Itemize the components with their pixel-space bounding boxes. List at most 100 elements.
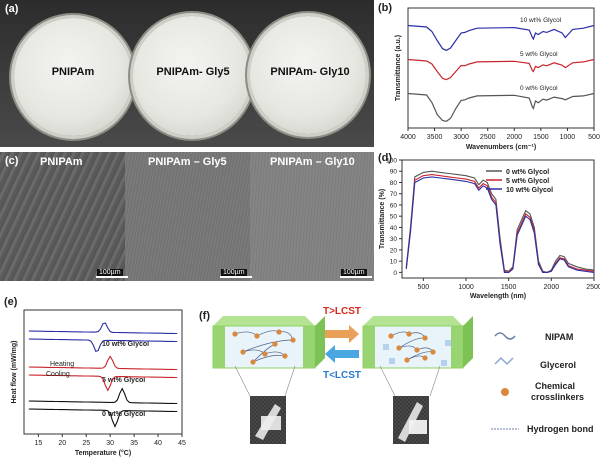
dsc-xtick-label: 45 — [178, 440, 186, 447]
trans-legend-label: 5 wt% Glycol — [506, 178, 549, 185]
crosslinker-dot — [276, 329, 282, 335]
dsc-series-line — [28, 408, 178, 428]
trans-frame — [401, 159, 595, 279]
dsc-series-label: 10 wt% Glycol — [102, 341, 149, 348]
crosslinker-dot — [262, 351, 268, 357]
ftir-xtick-label: 2000 — [506, 134, 522, 141]
legend-text-crosslinker: Chemical crosslinkers — [531, 381, 584, 402]
dsc-xtick-label: 40 — [154, 440, 162, 447]
crosslinker-dot — [422, 355, 428, 361]
crosslinker-dot — [404, 357, 410, 363]
petri-dish-gly5 — [133, 16, 251, 136]
label-t-lt-lcst: T<LCST — [323, 370, 361, 381]
ftir-series-line — [407, 92, 595, 123]
arrow-cool — [325, 345, 359, 363]
ftir-xtick-label: 1500 — [533, 134, 549, 141]
dsc-series-line — [28, 387, 178, 405]
panel-label-c: (c) — [5, 155, 19, 167]
trans-xtick-label: 1000 — [458, 284, 474, 291]
gel-block-right — [362, 316, 473, 369]
panel-label-d: (d) — [378, 152, 393, 164]
dish-label-gly5: PNIPAm- Gly5 — [156, 66, 230, 78]
dsc-chart: 15 20 25 30 35 40 45 Temperature (°C) Heat flow … — [11, 309, 186, 457]
dsc-series-line — [28, 355, 178, 371]
panel-c-sem: PNIPAm PNIPAm – Gly5 PNIPAm – Gly10 100µ… — [0, 152, 374, 281]
crosslinker-dot — [396, 345, 402, 351]
trans-ylabel: Transmittance (%) — [379, 189, 386, 249]
trans-ytick-label: 30 — [390, 236, 398, 243]
trans-ytick-label: 100 — [386, 158, 397, 165]
trans-ytick-label: 0 — [393, 270, 397, 277]
legend-text-glycerol: Glycerol — [540, 360, 576, 370]
dsc-ylabel: Heat flow (mW/mg) — [11, 341, 18, 404]
ftir-xtick-label: 2500 — [480, 134, 496, 141]
legend-crosslinker: Chemical crosslinkers — [501, 381, 584, 402]
trans-xtick-label: 1500 — [501, 284, 517, 291]
scale-bar-3 — [340, 276, 372, 278]
ftir-chart: 4000 3500 3000 2500 2000 1500 1000 500 Wavenumbe… — [395, 7, 600, 151]
scale-text-1: 100µm — [97, 269, 123, 276]
trans-xtick-label: 500 — [417, 284, 429, 291]
panel-label-a: (a) — [5, 3, 19, 15]
petri-dish-pnipam — [14, 18, 132, 136]
panel-label-f: (f) — [199, 310, 210, 322]
dsc-series-line — [28, 374, 178, 392]
panel-label-b: (b) — [378, 2, 393, 14]
trans-ytick-label: 10 — [390, 259, 398, 266]
panel-f-schematic: (f) T>LCST T<LCST — [195, 296, 600, 461]
dsc-series-line — [28, 322, 178, 335]
sem-label-gly5: PNIPAm – Gly5 — [148, 156, 227, 168]
dsc-frame — [23, 309, 183, 435]
ftir-series-label: 5 wt% Glycol — [520, 51, 558, 58]
panel-e-dsc: (e) 15 20 25 30 35 40 45 Temperature (°C) Heat f… — [0, 296, 190, 461]
dsc-xlabel: Temperature (°C) — [75, 449, 131, 457]
trans-legend-label: 10 wt% Glycol — [506, 187, 553, 194]
ftir-series-label: 10 wt% Glycol — [520, 17, 562, 24]
glycerol-cluster — [441, 360, 447, 366]
panel-label-e: (e) — [4, 296, 18, 308]
ftir-ylabel: Transmittance (a.u.) — [395, 35, 402, 101]
trans-ytick-label: 20 — [390, 247, 398, 254]
scale-text-3: 100µm — [341, 269, 367, 276]
ftir-xlabel: Wavenumbers (cm⁻¹) — [466, 144, 536, 151]
legend-text-hbond: Hydrogen bond — [527, 424, 594, 434]
dsc-cooling-label: Cooling — [46, 371, 70, 378]
gel-block-left — [212, 316, 325, 369]
trans-series-line — [405, 176, 595, 273]
network-right — [383, 331, 451, 366]
crosslinker-dot — [422, 335, 428, 341]
dsc-xtick-label: 20 — [58, 440, 66, 447]
scale-bar-2 — [220, 276, 252, 278]
ftir-xtick-label: 500 — [588, 134, 600, 141]
ftir-frame — [407, 7, 595, 129]
dsc-xtick-label: 35 — [130, 440, 138, 447]
sem-label-pnipam: PNIPAm — [40, 156, 83, 168]
legend-glycerol: Glycerol — [494, 356, 576, 370]
crosslinker-dot — [254, 333, 260, 339]
ftir-series-line — [407, 58, 595, 81]
transmittance-chart: 500 1000 1500 2000 2500 0 10 20 30 40 50 60 70 80 90 10… — [379, 158, 600, 301]
dsc-series-label: 0 wt% Glycol — [102, 411, 145, 418]
crosslinker-dot — [240, 349, 246, 355]
ftir-series-label: 0 wt% Glycol — [520, 85, 558, 92]
sem-image-gly5 — [125, 152, 250, 281]
crosslinker-dot — [414, 347, 420, 353]
label-t-gt-lcst: T>LCST — [323, 306, 361, 317]
sem-image-gly10 — [250, 152, 374, 281]
trans-legend-label: 0 wt% Glycol — [506, 169, 549, 176]
schematic-diagram: T>LCST T<LCST NIP — [212, 306, 594, 444]
dsc-series-label: 5 wt% Glycol — [102, 377, 145, 384]
panel-d-uvvis: (d) 500 1000 1500 2000 2500 0 10 20 30 40 50 60 70 80… — [374, 150, 600, 300]
crosslinker-dot — [272, 341, 278, 347]
crosslinker-dot — [406, 331, 412, 337]
crosslinker-dot — [388, 333, 394, 339]
trans-ytick-label: 40 — [390, 225, 398, 232]
crosslinker-dot — [290, 337, 296, 343]
trans-series-line — [405, 170, 595, 273]
legend-hbond: Hydrogen bond — [491, 424, 594, 434]
legend-text-nipam: NIPAM — [545, 332, 573, 342]
scale-text-2: 100µm — [221, 269, 247, 276]
dsc-heating-label: Heating — [50, 361, 74, 368]
network-left — [232, 329, 296, 365]
trans-ytick-label: 90 — [390, 169, 398, 176]
